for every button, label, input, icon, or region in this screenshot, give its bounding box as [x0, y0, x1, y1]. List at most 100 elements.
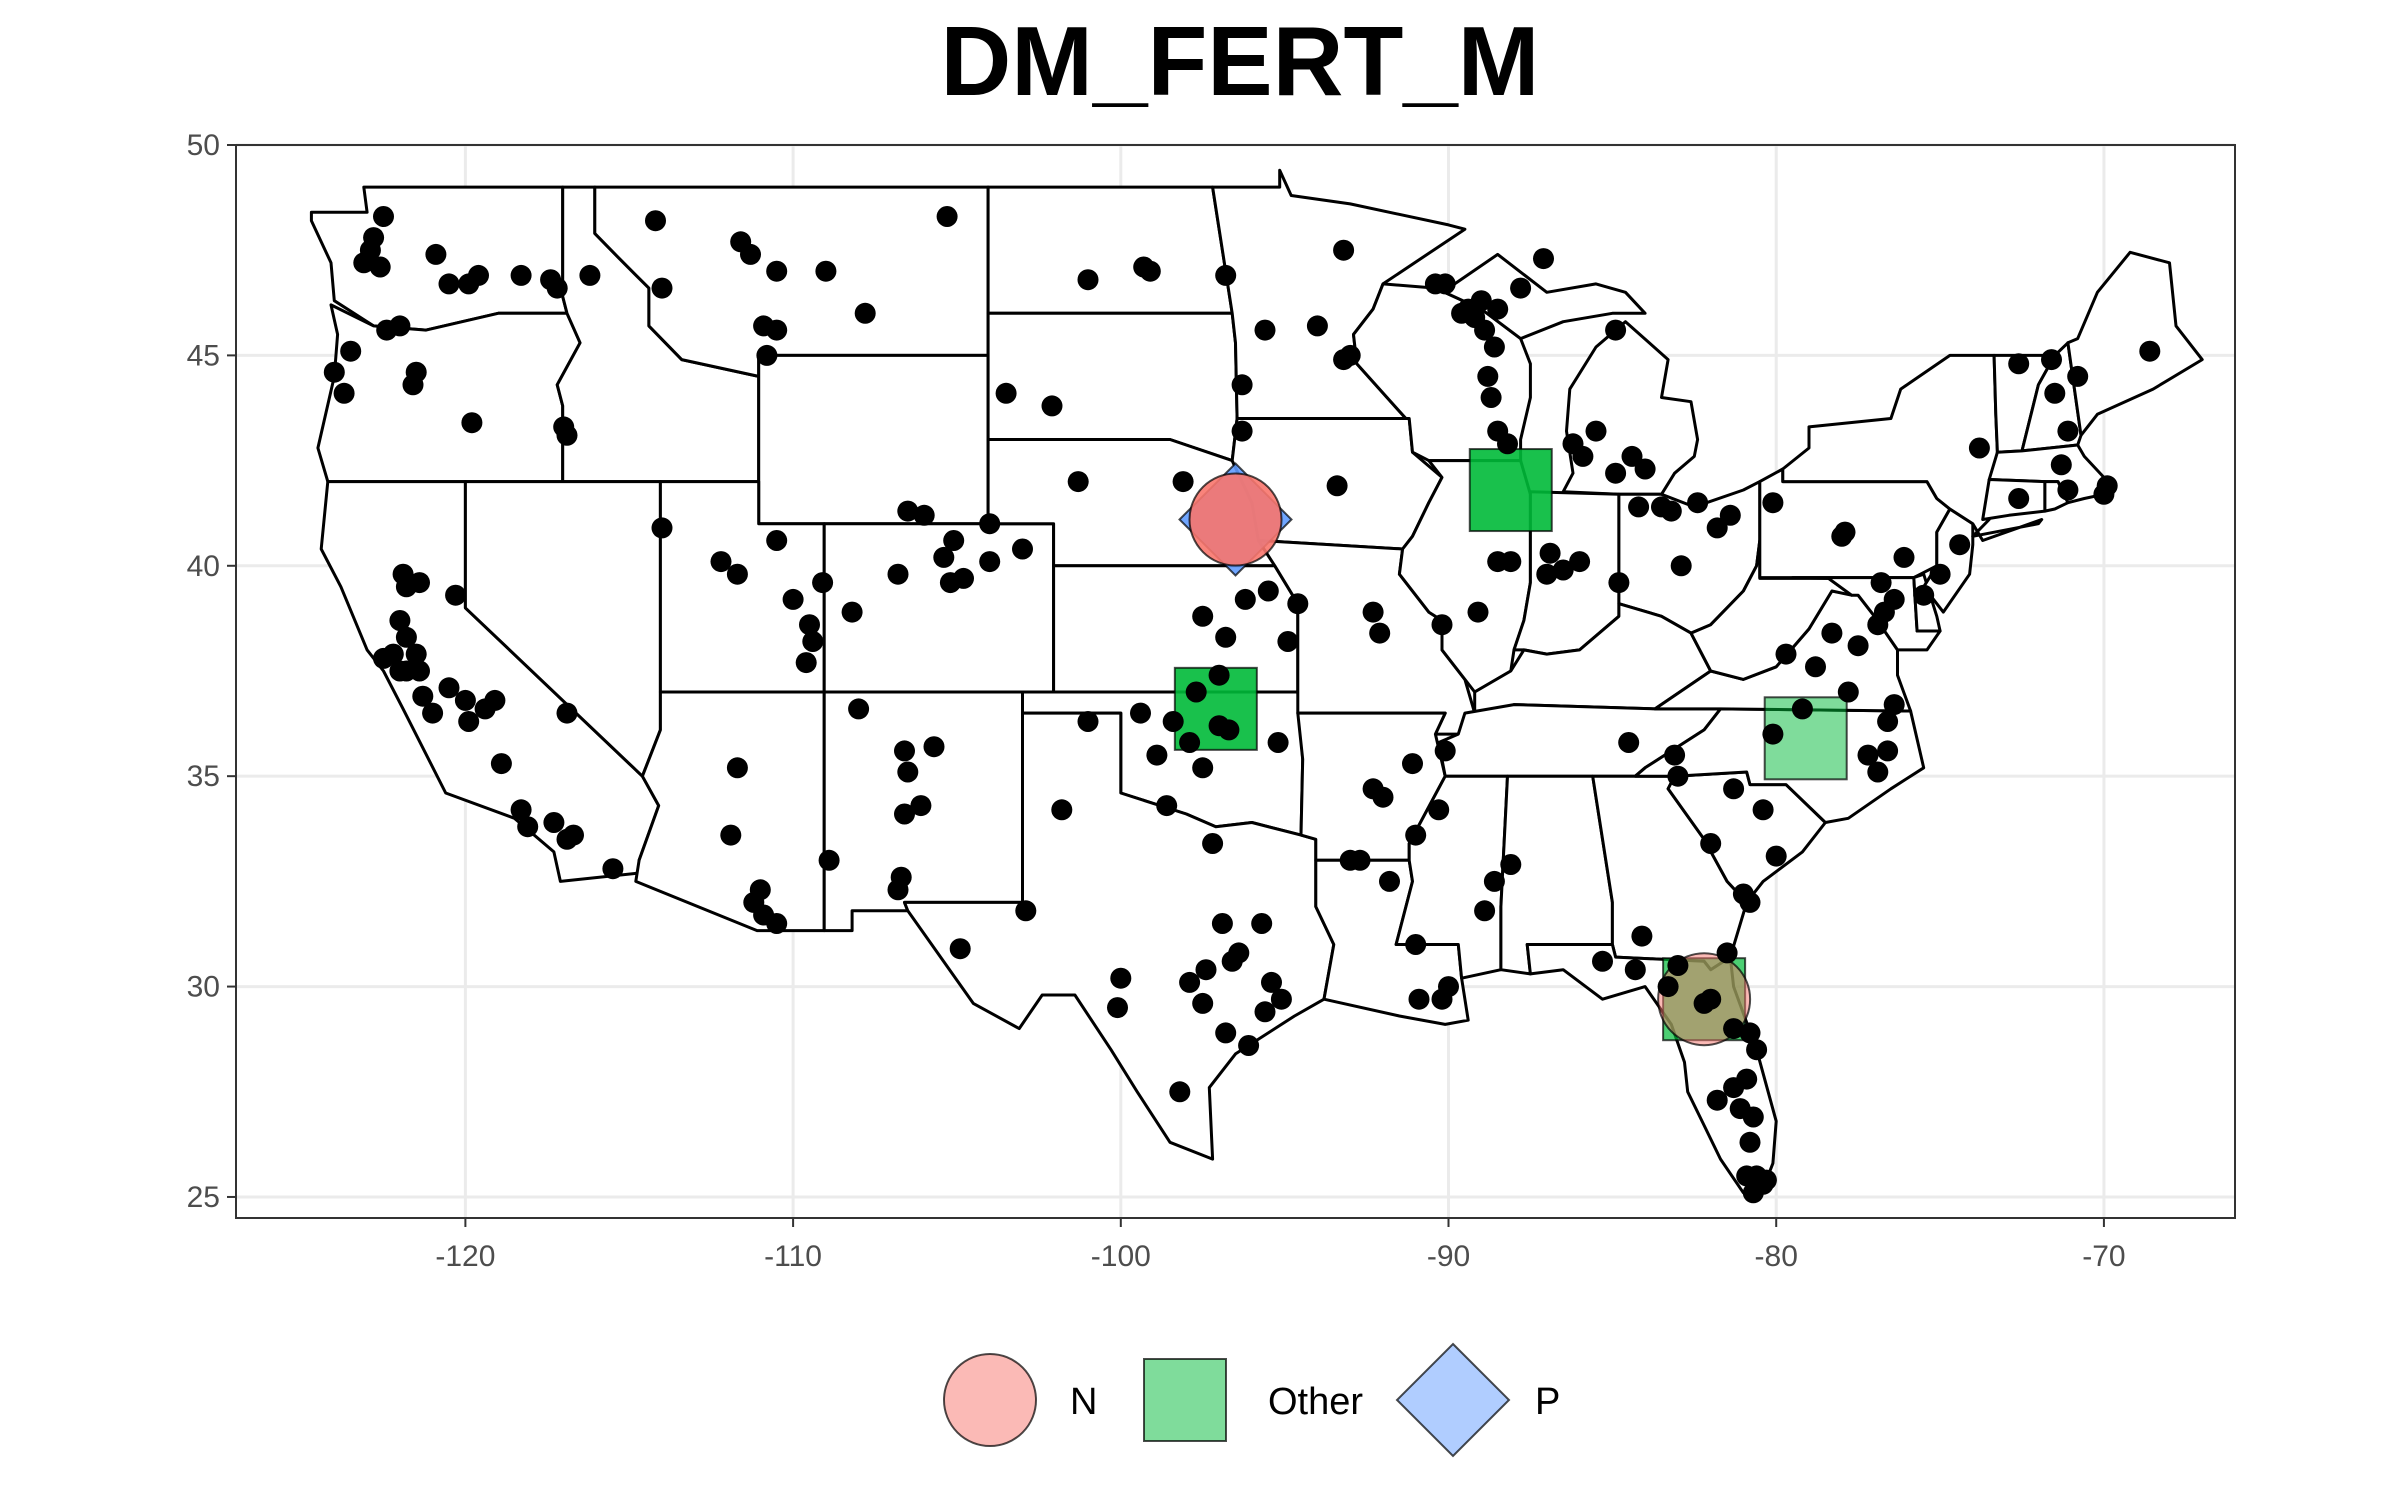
site-point [402, 374, 424, 396]
site-point [1211, 913, 1233, 934]
site-point [1585, 420, 1607, 442]
state-or [316, 303, 582, 484]
site-point [949, 938, 971, 960]
site-point [897, 500, 919, 522]
site-point [2057, 420, 2079, 442]
site-point [1883, 588, 1905, 610]
site-point [943, 530, 965, 551]
x-tick-label: -70 [2082, 1240, 2125, 1273]
site-point [395, 626, 417, 648]
site-point [923, 736, 945, 758]
site-point [795, 652, 817, 674]
site-point [1277, 631, 1299, 652]
site-point [2008, 353, 2030, 375]
site-point [1467, 601, 1489, 623]
site-point [1739, 891, 1761, 913]
site-point [1719, 504, 1741, 526]
site-point [389, 610, 411, 631]
site-point [936, 206, 958, 227]
site-point [2008, 488, 2030, 509]
site-point [1041, 395, 1063, 417]
site-point [890, 866, 912, 888]
site-point [1552, 559, 1574, 581]
site-point [1949, 534, 1971, 556]
site-point [1408, 988, 1430, 1010]
site-point [1169, 1081, 1191, 1103]
site-point [1405, 824, 1427, 846]
x-tick-label: -90 [1427, 1240, 1470, 1273]
site-point [1192, 757, 1214, 779]
site-point [2044, 382, 2066, 404]
site-point [1192, 992, 1214, 1014]
site-point [517, 816, 539, 838]
legend: N Other P [943, 1342, 1560, 1458]
site-point [1742, 1182, 1764, 1204]
site-point [333, 382, 355, 404]
legend-label: Other [1268, 1381, 1363, 1423]
site-point [756, 344, 778, 366]
site-point [1287, 593, 1309, 615]
site-point [1179, 732, 1201, 753]
site-point [2139, 340, 2161, 362]
site-point [1015, 900, 1037, 922]
state-nd [986, 185, 1234, 315]
site-point [1251, 913, 1273, 934]
site-point [1706, 1089, 1728, 1111]
site-point [1742, 1106, 1764, 1128]
site-point [1067, 471, 1089, 493]
site-point [1130, 702, 1151, 724]
site-point [2067, 365, 2089, 387]
site-point [1231, 420, 1253, 442]
site-point [1162, 711, 1184, 732]
site-point [1608, 572, 1630, 594]
site-point [1562, 433, 1584, 455]
site-point [602, 858, 624, 880]
state-tx [903, 711, 1336, 1161]
site-point [1231, 374, 1253, 396]
marker-n [1188, 472, 1283, 567]
site-point [1497, 433, 1518, 455]
site-point [1306, 315, 1328, 337]
state-wy [757, 353, 990, 526]
site-point [546, 277, 568, 299]
site-point [766, 319, 788, 341]
site-point [1077, 711, 1099, 732]
site-point [392, 563, 414, 585]
legend-label: N [1070, 1381, 1097, 1423]
site-point [720, 824, 742, 846]
site-point [359, 239, 381, 261]
site-point [1477, 365, 1499, 387]
site-point [1605, 319, 1627, 341]
site-point [1791, 698, 1813, 720]
site-point [510, 264, 532, 286]
site-point [1431, 614, 1453, 636]
site-point [651, 517, 673, 539]
site-point [1107, 997, 1128, 1019]
site-point [1362, 601, 1384, 623]
site-point [1883, 694, 1905, 716]
site-point [740, 243, 761, 265]
site-point [425, 243, 447, 265]
site-point [1821, 622, 1843, 644]
site-point [376, 319, 398, 341]
site-point [1261, 971, 1282, 993]
y-tick-label: 40 [187, 550, 220, 583]
site-point [1628, 496, 1650, 518]
site-point [373, 647, 394, 669]
site-point [1339, 344, 1361, 366]
site-point [1192, 605, 1214, 627]
site-point [458, 711, 480, 732]
site-point [1339, 849, 1361, 871]
site-point [1326, 475, 1348, 497]
x-tick-label: -110 [764, 1240, 822, 1273]
site-point [1569, 551, 1591, 573]
site-point [1474, 900, 1496, 922]
site-point [802, 631, 824, 652]
site-point [1621, 445, 1643, 467]
site-point [1483, 336, 1505, 358]
site-point [933, 546, 955, 568]
site-point [1480, 387, 1502, 408]
site-point [556, 702, 578, 724]
site-point [1660, 500, 1682, 522]
